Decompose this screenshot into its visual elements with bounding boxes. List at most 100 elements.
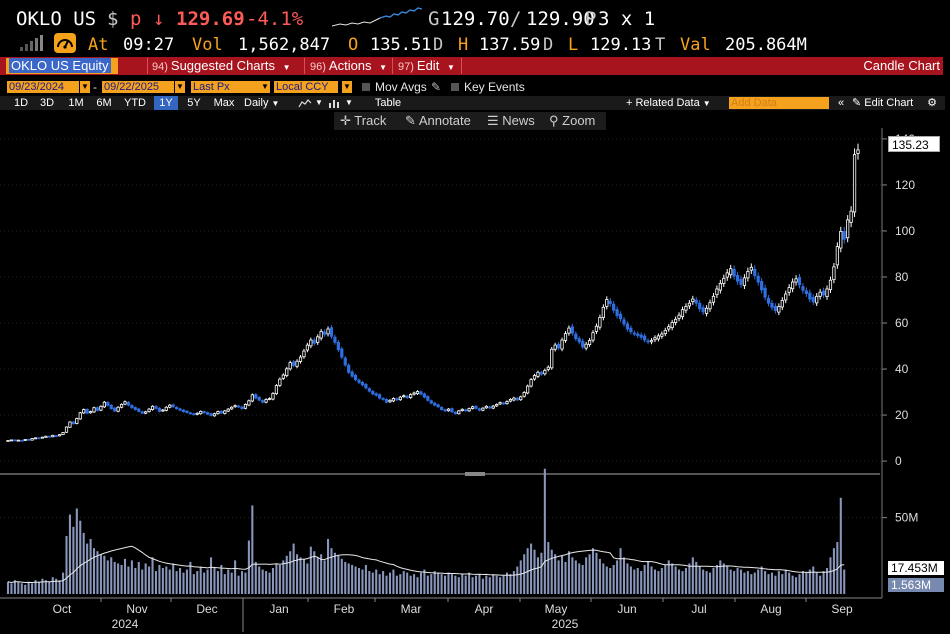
panel-resize-handle[interactable] (465, 472, 485, 476)
mov-avgs-checkbox[interactable] (362, 83, 370, 91)
low-suffix: T (655, 35, 666, 55)
candle-body (119, 404, 124, 408)
suggested-charts-menu[interactable]: 94) Suggested Charts ▼ (152, 58, 291, 74)
key-events-label[interactable]: Key Events (464, 80, 525, 94)
volume-bar (316, 557, 319, 594)
candle-body (670, 322, 674, 328)
field-dropdown-icon[interactable]: ▼ (260, 81, 270, 93)
volume-bar (578, 563, 581, 594)
candle-body (766, 297, 771, 304)
volume-bar (495, 575, 498, 594)
price-tick-label: 120 (895, 178, 915, 192)
toolbar-divider (461, 58, 462, 74)
table-button[interactable]: Table (374, 97, 402, 109)
volume-bar (843, 569, 846, 594)
period-max[interactable]: Max (213, 97, 235, 109)
gear-icon[interactable]: ⚙ (927, 97, 937, 109)
actions-code: 96) (310, 61, 326, 73)
bid-prefix: G (428, 8, 440, 30)
candle-body (722, 277, 726, 284)
volume-bar (795, 577, 798, 594)
candle-body (622, 319, 626, 325)
period-toolbar (0, 96, 945, 110)
period-ytd[interactable]: YTD (124, 97, 146, 109)
date-range-dash: - (93, 80, 97, 94)
candle-body (618, 313, 623, 320)
period-3d[interactable]: 3D (39, 97, 55, 109)
volume-bar (519, 560, 522, 594)
edit-label: Edit (416, 58, 440, 73)
candle-body (13, 439, 17, 442)
pencil-icon[interactable]: ✎ (431, 80, 442, 94)
candle-body (453, 411, 457, 415)
candle-body (563, 333, 568, 341)
volume-bar (79, 520, 82, 594)
current-volume-tag: 1.563M (888, 578, 944, 592)
candle-body (295, 360, 299, 367)
volume-bar (564, 561, 567, 594)
candle-body (378, 394, 382, 399)
edit-chart-button[interactable]: ✎ Edit Chart (852, 96, 922, 110)
volume-bar (182, 572, 185, 594)
candle-body (708, 302, 712, 310)
volume-bar (764, 571, 767, 594)
period-5y[interactable]: 5Y (187, 97, 201, 109)
volume-bar (399, 574, 402, 594)
related-data-menu[interactable]: + Related Data ▼ (626, 96, 722, 110)
bar-chart-icon[interactable] (328, 98, 342, 108)
track-tool[interactable]: ✛ Track (340, 113, 386, 129)
volume-bar (31, 583, 34, 594)
add-data-input[interactable]: Add Data (729, 97, 829, 109)
volume-bar (34, 580, 37, 594)
volume-bar (499, 577, 502, 594)
period-1y[interactable]: 1Y (154, 96, 178, 110)
chart-style-dropdown-icon[interactable]: ▼ (315, 98, 323, 107)
actions-menu[interactable]: 96) Actions ▼ (310, 58, 387, 74)
zoom-tool[interactable]: ⚲ Zoom (549, 113, 595, 129)
chart-type-dropdown-icon[interactable]: ▼ (345, 98, 353, 107)
mov-avgs-label[interactable]: Mov Avgs (375, 80, 427, 94)
volume-bar (196, 571, 199, 594)
volume-value: 1,562,847 (238, 35, 331, 55)
period-6m[interactable]: 6M (96, 97, 112, 109)
volume-bar (299, 557, 302, 594)
ticker-symbol[interactable]: OKLO US (16, 8, 97, 30)
toolbar-divider (392, 58, 393, 74)
volume-bar (357, 568, 361, 594)
news-tool[interactable]: ☰ News (487, 113, 535, 129)
candle-body (557, 343, 561, 349)
period-1m[interactable]: 1M (68, 97, 84, 109)
frequency-select[interactable]: Daily ▼ (244, 96, 292, 110)
volume-bar (161, 568, 164, 594)
edit-menu[interactable]: 97) Edit ▼ (398, 58, 455, 74)
month-label: Feb (334, 602, 355, 616)
candle-body (684, 306, 688, 311)
candle-body (9, 439, 14, 442)
collapse-icon[interactable]: « (837, 97, 845, 109)
end-date-input[interactable]: 09/22/2025 (102, 81, 174, 93)
volume-bar (382, 571, 385, 594)
candle-body (450, 408, 454, 413)
key-events-checkbox[interactable] (451, 83, 459, 91)
candle-body (292, 361, 296, 366)
price-volume-chart[interactable]: 020406080100120140 50M OctNovDecJanFebMa… (0, 128, 950, 634)
security-input[interactable]: OKLO US Equity (6, 58, 118, 74)
down-arrow-icon: ↓ (153, 8, 165, 30)
volume-bar (330, 548, 333, 594)
candle-body (261, 400, 265, 403)
annotate-tool[interactable]: ✎ Annotate (405, 113, 471, 129)
candle-body (343, 357, 347, 366)
candle-body (133, 407, 137, 410)
currency-dropdown-icon[interactable]: ▼ (342, 81, 352, 93)
end-date-picker-icon[interactable]: ▼ (175, 81, 185, 93)
period-1d[interactable]: 1D (13, 97, 29, 109)
line-chart-icon[interactable] (298, 98, 312, 108)
currency-select[interactable]: Local CCY (274, 81, 338, 93)
start-date-picker-icon[interactable]: ▼ (80, 81, 90, 93)
gauge-icon[interactable] (54, 33, 76, 53)
field-select[interactable]: Last Px (191, 81, 269, 93)
volume-bar (808, 569, 811, 594)
candle-body (92, 407, 96, 413)
volume-bar (815, 572, 818, 594)
start-date-input[interactable]: 09/23/2024 (7, 81, 79, 93)
